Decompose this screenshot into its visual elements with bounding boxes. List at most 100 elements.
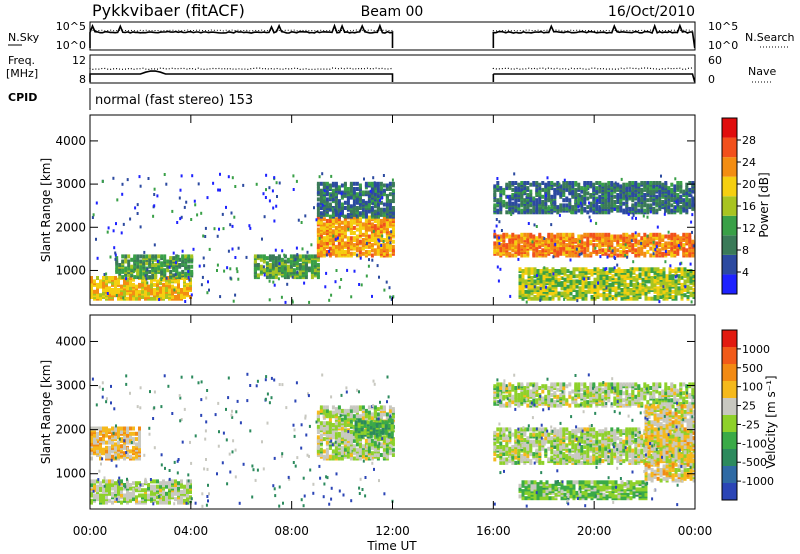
heatmap-cell [325, 271, 328, 275]
heatmap-cell [286, 264, 290, 269]
heatmap-cell [126, 497, 129, 502]
heatmap-cell [535, 246, 539, 251]
heatmap-cell [135, 284, 138, 289]
heatmap-cell [330, 174, 333, 178]
heatmap-cell [96, 488, 99, 493]
heatmap-cell [574, 248, 578, 253]
heatmap-cell [646, 203, 650, 208]
heatmap-cell [532, 243, 536, 248]
heatmap-cell [355, 454, 359, 459]
heatmap-cell [514, 234, 518, 239]
heatmap-cell [529, 208, 533, 213]
heatmap-cell [640, 251, 644, 256]
heatmap-cell [689, 291, 693, 296]
heatmap-cell [175, 261, 177, 265]
heatmap-cell [388, 445, 392, 450]
heatmap-cell [553, 200, 557, 204]
heatmap-cell [624, 243, 627, 247]
heatmap-cell [370, 222, 374, 227]
heatmap-cell [367, 227, 371, 232]
heatmap-cell [622, 182, 626, 187]
heatmap-cell [379, 442, 383, 447]
heatmap-cell [641, 270, 645, 275]
heatmap-cell [656, 286, 660, 291]
heatmap-cell [676, 251, 680, 256]
heatmap-cell [297, 218, 300, 222]
heatmap-cell [350, 295, 353, 299]
heatmap-cell [180, 174, 183, 178]
heatmap-cell [580, 210, 584, 215]
heatmap-cell [650, 296, 654, 301]
heatmap-cell [583, 250, 587, 254]
heatmap-cell [574, 210, 578, 215]
heatmap-cell [493, 232, 497, 237]
heatmap-cell [592, 203, 596, 208]
heatmap-cell [559, 206, 563, 211]
heatmap-cell [377, 215, 380, 219]
heatmap-cell [126, 430, 129, 434]
heatmap-cell [373, 232, 377, 237]
heatmap-cell [117, 454, 120, 459]
heatmap-cell [349, 204, 353, 209]
heatmap-cell [583, 246, 587, 251]
heatmap-cell [180, 484, 183, 489]
heatmap-cell [379, 219, 383, 223]
heatmap-cell [121, 192, 124, 196]
heatmap-cell [556, 282, 559, 286]
heatmap-cell [610, 181, 614, 185]
heatmap-cell [319, 426, 323, 431]
heatmap-cell [331, 209, 335, 214]
heatmap-cell [580, 186, 584, 191]
heatmap-cell [574, 253, 578, 258]
heatmap-cell [349, 438, 353, 443]
heatmap-cell [496, 208, 500, 213]
heatmap-cell [373, 238, 377, 242]
heatmap-cell [385, 227, 389, 232]
heatmap-cell [274, 266, 278, 271]
heatmap-cell [376, 244, 380, 249]
heatmap-cell [331, 449, 335, 454]
heatmap-cell [139, 254, 143, 259]
heatmap-cell [663, 206, 666, 210]
heatmap-cell [499, 202, 502, 206]
heatmap-cell [325, 222, 329, 227]
heatmap-cell [659, 295, 663, 299]
heatmap-cell [152, 214, 155, 218]
heatmap-cell [542, 288, 546, 292]
heatmap-cell [325, 440, 329, 445]
heatmap-cell [595, 250, 599, 254]
heatmap-cell [259, 254, 263, 259]
heatmap-cell [691, 181, 695, 185]
heatmap-cell [599, 293, 603, 298]
heatmap-cell [289, 264, 293, 269]
heatmap-cell [325, 421, 329, 426]
heatmap-cell [581, 267, 585, 272]
heatmap-cell [365, 274, 368, 278]
heatmap-cell [526, 186, 530, 191]
heatmap-cell [520, 181, 524, 185]
heatmap-cell [301, 254, 305, 259]
heatmap-cell [105, 500, 108, 505]
heatmap-cell [340, 225, 344, 230]
heatmap-cell [646, 187, 650, 192]
heatmap-cell [575, 247, 578, 251]
heatmap-cell [638, 272, 642, 277]
heatmap-cell [332, 234, 335, 238]
heatmap-cell [513, 194, 516, 198]
heatmap-cell [677, 277, 681, 282]
heatmap-cell [580, 252, 583, 256]
heatmap-cell [628, 206, 632, 211]
heatmap-cell [685, 248, 689, 253]
heatmap-cell [322, 421, 326, 426]
heatmap-cell [337, 232, 341, 237]
heatmap-cell [180, 295, 183, 299]
noise-search-label: N.Search [745, 31, 795, 44]
heatmap-cell [153, 296, 156, 301]
heatmap-cell [548, 277, 552, 282]
heatmap-cell [114, 257, 117, 261]
nave-label: Nave [748, 65, 776, 78]
heatmap-cell [613, 182, 617, 187]
heatmap-cell [286, 268, 290, 273]
heatmap-cell [272, 206, 275, 210]
heatmap-cell [322, 199, 326, 204]
